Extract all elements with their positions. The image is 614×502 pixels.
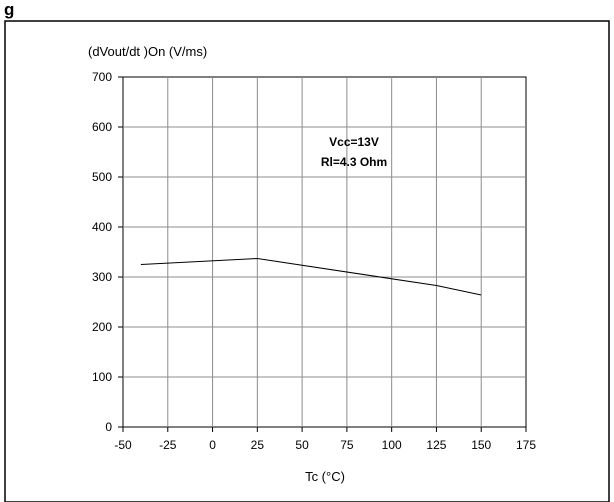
y-tick-label: 200 <box>92 320 112 334</box>
y-tick-label: 500 <box>92 170 112 184</box>
x-tick-label: 150 <box>471 438 491 452</box>
annotation-vcc: Vcc=13V <box>329 135 379 149</box>
series-line <box>140 257 482 296</box>
figure-title: g <box>4 0 14 19</box>
x-tick-label: -25 <box>159 438 177 452</box>
x-axis-title: Tc (°C) <box>305 469 345 484</box>
y-tick-label: 400 <box>92 220 112 234</box>
x-tick-label: 175 <box>516 438 536 452</box>
x-tick-label: 75 <box>340 438 354 452</box>
x-tick-label: -50 <box>114 438 132 452</box>
x-tick-label: 100 <box>382 438 402 452</box>
x-tick-label: 125 <box>426 438 446 452</box>
x-tick-label: 0 <box>209 438 216 452</box>
grid <box>123 77 526 427</box>
figure-frame <box>4 20 610 502</box>
y-tick-label: 100 <box>92 370 112 384</box>
x-tick-label: 25 <box>251 438 265 452</box>
y-tick-label: 0 <box>105 420 112 434</box>
y-tick-label: 300 <box>92 270 112 284</box>
series <box>140 257 482 296</box>
y-tick-label: 700 <box>92 70 112 84</box>
plot-area <box>122 76 527 428</box>
x-tick-label: 50 <box>295 438 309 452</box>
y-tick-label: 600 <box>92 120 112 134</box>
annotation-rl: Rl=4.3 Ohm <box>321 155 387 169</box>
y-axis-title: (dVout/dt )On (V/ms) <box>88 44 207 59</box>
ticks: -50 -25 0 25 50 75 100 125 150 175 0 100 200 300 400 50… <box>92 70 536 452</box>
